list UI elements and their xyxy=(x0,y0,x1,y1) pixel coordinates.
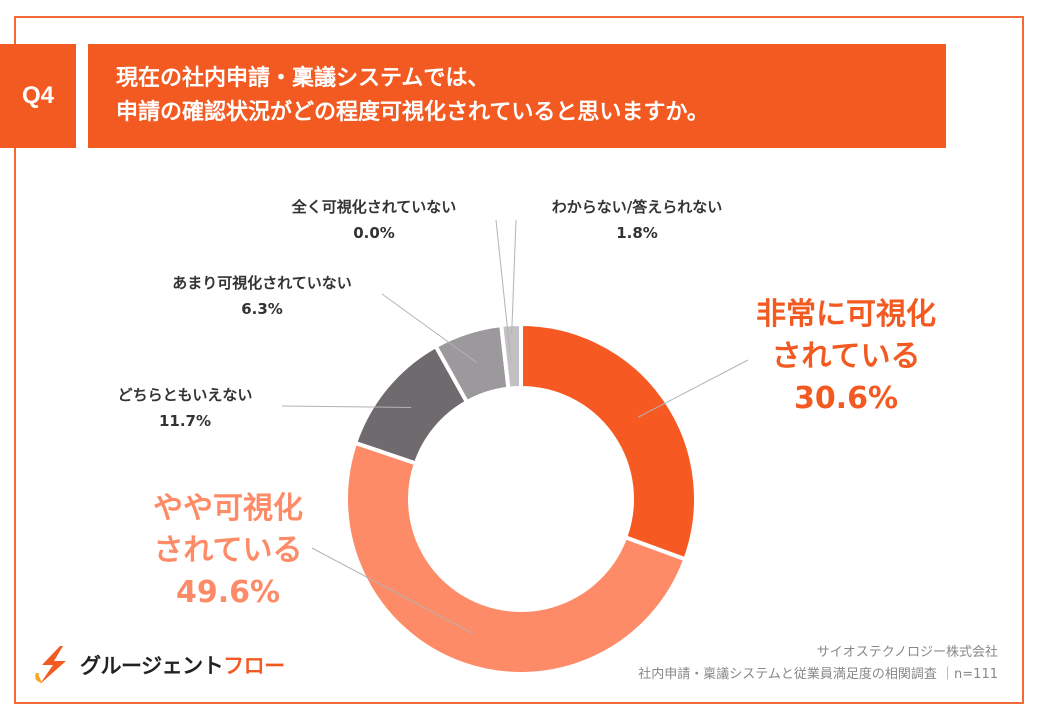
label-not-very-visible-pct: 6.3% xyxy=(241,300,283,318)
label-not-visible-at-all: 全く可視化されていない 0.0% xyxy=(262,194,486,246)
logo-text-main: グルージェント xyxy=(80,654,224,678)
label-not-visible-at-all-name: 全く可視化されていない xyxy=(291,198,457,216)
label-dont-know-pct: 1.8% xyxy=(616,224,658,242)
label-very-visible-line1: 非常に可視化 xyxy=(756,297,936,332)
leader-line-dont-know xyxy=(511,219,517,335)
slice-dont-know xyxy=(499,321,523,391)
lightning-logo-icon xyxy=(35,646,66,684)
outer-frame xyxy=(14,16,1024,704)
question-badge: Q4 xyxy=(0,44,76,148)
brand-logo: グルージェントフロー xyxy=(30,642,285,688)
leader-line-not-visible-at-all xyxy=(495,219,512,363)
label-somewhat-visible-line1: やや可視化 xyxy=(153,491,303,526)
source-sample-size: n=111 xyxy=(954,667,998,682)
logo-text-accent: フロー xyxy=(223,654,285,678)
label-not-very-visible-name: あまり可視化されていない xyxy=(172,274,352,292)
label-somewhat-visible-line2: されている xyxy=(153,533,303,568)
label-not-visible-at-all-pct: 0.0% xyxy=(353,224,395,242)
label-neutral-name: どちらともいえない xyxy=(117,386,253,404)
slice-somewhat-visible xyxy=(344,440,688,676)
source-survey: 社内申請・稟議システムと従業員満足度の相関調査 xyxy=(638,667,937,682)
label-neutral: どちらともいえない 11.7% xyxy=(90,382,280,434)
question-line-1: 現在の社内申請・稟議システムでは、 xyxy=(116,66,490,91)
label-very-visible-pct: 30.6% xyxy=(793,381,899,416)
label-very-visible: 非常に可視化 されている 30.6% xyxy=(736,294,956,420)
source-divider: ｜ xyxy=(936,667,955,682)
source-credit: サイオステクノロジー株式会社 社内申請・稟議システムと従業員満足度の相関調査 ｜… xyxy=(638,642,998,686)
leader-line-very-visible xyxy=(638,359,749,418)
leader-line-not-very-visible xyxy=(381,293,478,364)
question-line-2: 申請の確認状況がどの程度可視化されていると思いますか。 xyxy=(116,100,709,125)
label-somewhat-visible: やや可視化 されている 49.6% xyxy=(118,488,338,614)
source-company: サイオステクノロジー株式会社 xyxy=(816,645,998,660)
label-neutral-pct: 11.7% xyxy=(158,412,212,430)
label-not-very-visible: あまり可視化されていない 6.3% xyxy=(140,270,384,322)
label-somewhat-visible-pct: 49.6% xyxy=(175,575,281,610)
leader-line-neutral xyxy=(281,405,412,409)
label-dont-know-name: わからない/答えられない xyxy=(551,198,723,216)
label-very-visible-line2: されている xyxy=(771,339,921,374)
label-dont-know: わからない/答えられない 1.8% xyxy=(524,194,750,246)
source-survey-line: 社内申請・稟議システムと従業員満足度の相関調査 ｜n=111 xyxy=(638,664,998,686)
logo-text: グルージェントフロー xyxy=(80,650,285,680)
slice-very-visible xyxy=(519,321,698,562)
leader-line-somewhat-visible xyxy=(311,547,474,635)
question-title: 現在の社内申請・稟議システムでは、 申請の確認状況がどの程度可視化されていると思… xyxy=(88,44,946,148)
